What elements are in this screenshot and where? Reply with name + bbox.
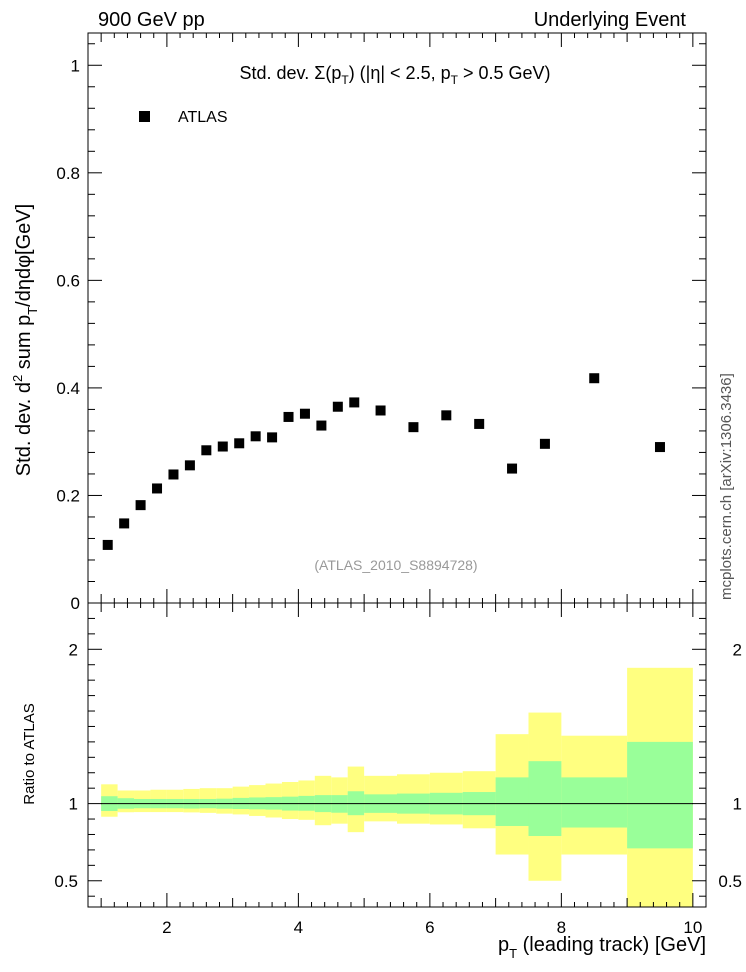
data-point [135,500,146,511]
header-right: Underlying Event [533,9,686,31]
data-point [267,432,278,443]
ratio-plot-frame [87,602,707,908]
x-tick-label: 4 [294,918,303,937]
ratio-y-tick-label-right: 2 [733,640,742,659]
x-tick-label: 2 [162,918,171,937]
ratio-y-tick-label: 1 [69,795,78,814]
y-tick-label: 0.2 [56,486,80,505]
data-point [349,397,360,408]
data-point [250,431,261,442]
data-point [152,483,163,494]
ratio-y-tick-label: 2 [69,640,78,659]
x-tick-label: 10 [683,918,702,937]
data-point [299,408,310,419]
header-left: 900 GeV pp [98,9,205,31]
legend-marker [139,111,150,122]
stat-band-bin [528,761,562,837]
data-point [474,418,485,429]
data-point [184,460,195,471]
x-tick-label: 6 [425,918,434,937]
main-data-points [102,373,665,550]
data-point [441,410,452,421]
ratio-y-axis-label: Ratio to ATLAS [21,703,38,804]
data-point [119,518,130,529]
data-point [375,405,386,416]
data-point [316,420,327,431]
stat-band-bin [495,777,529,826]
ratio-y-tick-label-right: 1 [733,795,742,814]
data-point [539,438,550,449]
axes: 2 4 6 8 10 0 0.2 0.4 0.6 0.8 1 0.5 0.5 1 1 2 2 [54,32,742,937]
stat-band-bin [627,741,693,849]
main-title: Std. dev. Σ(pT) (|η| < 2.5, pT > 0.5 GeV… [240,63,551,87]
data-point [654,442,665,453]
data-point [168,469,179,480]
x-tick-label: 8 [557,918,566,937]
data-point [507,463,518,474]
ratio-y-tick-label: 0.5 [54,872,78,891]
data-point [283,411,294,422]
data-point [408,422,419,433]
data-point [201,445,212,456]
data-point [589,373,600,384]
data-point [332,401,343,412]
x-axis-label: pT (leading track) [GeV] [498,934,706,961]
data-point [217,441,228,452]
y-tick-label: 0.6 [56,271,80,290]
data-point [234,438,245,449]
ratio-bands [101,667,693,907]
ratio-y-tick-label-right: 0.5 [718,872,742,891]
stat-band-bin [561,777,628,828]
legend-label-atlas: ATLAS [178,109,228,126]
y-tick-label: 1 [71,56,80,75]
data-point [102,539,113,550]
main-y-axis-label: Std. dev. d2 sum pT/dηdφ[GeV] [10,204,40,476]
y-tick-label: 0.8 [56,164,80,183]
analysis-watermark: (ATLAS_2010_S8894728) [314,557,477,573]
y-tick-label: 0.4 [56,379,80,398]
y-tick-label: 0 [71,594,80,613]
